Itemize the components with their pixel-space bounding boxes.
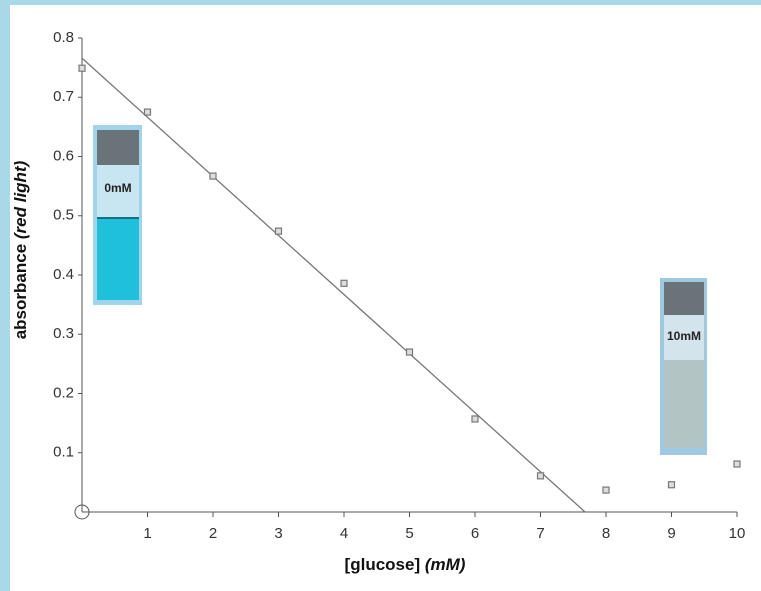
y-tick-label: 0.7 xyxy=(53,88,74,105)
x-label-text: [glucose] xyxy=(345,555,421,574)
left-border xyxy=(0,0,10,591)
data-point xyxy=(603,487,609,493)
cuvette-10mm xyxy=(660,278,707,455)
annotation: 0mM xyxy=(104,181,131,195)
y-label-text: absorbance xyxy=(11,244,30,339)
data-point xyxy=(734,461,740,467)
x-label-emphasis: (mM) xyxy=(425,555,466,574)
y-tick-label: 0.8 xyxy=(53,29,74,46)
x-tick-label: 7 xyxy=(536,525,544,542)
data-point xyxy=(79,65,85,71)
x-tick-label: 10 xyxy=(729,525,746,542)
chart: 0mM 10mM [glucose] (mM) absorbance (red … xyxy=(0,0,761,591)
x-tick-label: 2 xyxy=(209,525,217,542)
y-tick-label: 0.1 xyxy=(53,444,74,461)
x-tick-label: 8 xyxy=(602,525,610,542)
x-tick-label: 1 xyxy=(143,525,151,542)
data-point xyxy=(472,416,478,422)
y-label-emphasis: (red light) xyxy=(11,160,30,239)
data-point xyxy=(407,349,413,355)
y-tick-label: 0.4 xyxy=(53,266,74,283)
x-tick-label: 3 xyxy=(274,525,282,542)
data-point xyxy=(210,173,216,179)
annotation: 10mM xyxy=(667,329,701,343)
y-tick-label: 0.2 xyxy=(53,384,74,401)
trend-line xyxy=(82,58,585,512)
data-point xyxy=(669,482,675,488)
x-axis-label: [glucose] (mM) xyxy=(345,555,466,574)
x-tick-label: 5 xyxy=(405,525,413,542)
y-tick-label: 0.6 xyxy=(53,147,74,164)
top-border xyxy=(0,0,761,5)
page: {"chart_data": {"type": "scatter", "xlab… xyxy=(0,0,761,591)
x-tick-label: 4 xyxy=(340,525,348,542)
y-tick-label: 0.5 xyxy=(53,207,74,224)
data-point xyxy=(145,109,151,115)
y-axis-label: absorbance (red light) xyxy=(11,160,30,339)
cuvette-0mm xyxy=(93,125,142,305)
y-tick-label: 0.3 xyxy=(53,325,74,342)
x-tick-label: 6 xyxy=(471,525,479,542)
data-point xyxy=(276,228,282,234)
data-point xyxy=(538,473,544,479)
x-tick-label: 9 xyxy=(667,525,675,542)
data-point xyxy=(341,280,347,286)
